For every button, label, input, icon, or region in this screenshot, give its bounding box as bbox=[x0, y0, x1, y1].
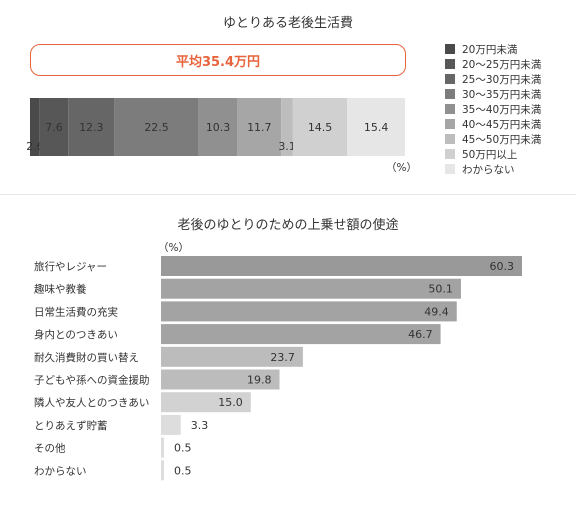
bar-value-label: 60.3 bbox=[490, 260, 515, 273]
legend-label: 35～40万円未満 bbox=[462, 104, 542, 116]
bar-value-label: 50.1 bbox=[428, 283, 453, 296]
stack-segment bbox=[30, 98, 40, 156]
stack-segment-value: 3.1 bbox=[278, 140, 296, 153]
legend-label: 20～25万円未満 bbox=[462, 59, 542, 71]
bar-value-label: 3.3 bbox=[191, 419, 209, 432]
bar bbox=[161, 437, 164, 458]
bar-value-label: 0.5 bbox=[174, 442, 192, 455]
legend-label: 40～45万円未満 bbox=[462, 119, 542, 131]
legend-label: わからない bbox=[462, 164, 515, 176]
average-label: 平均35.4万円 bbox=[30, 44, 406, 76]
bar-value-label: 0.5 bbox=[174, 464, 192, 477]
legend-swatch bbox=[445, 44, 455, 54]
bar-value-label: 23.7 bbox=[270, 351, 295, 364]
legend-label: 25～30万円未満 bbox=[462, 74, 542, 86]
stack-segment bbox=[292, 98, 348, 156]
category-label: 身内とのつきあい bbox=[34, 328, 118, 341]
stack-segment bbox=[198, 98, 238, 156]
bar bbox=[161, 392, 251, 413]
bar-value-label: 15.0 bbox=[218, 396, 243, 409]
section-divider bbox=[0, 194, 576, 195]
stack-segment-value: 22.5 bbox=[144, 121, 169, 134]
stack-segment-value: 10.3 bbox=[206, 121, 231, 134]
chart2-unit-label: （%） bbox=[158, 242, 189, 254]
bar bbox=[161, 278, 461, 299]
stack-segment bbox=[237, 98, 282, 156]
legend-swatch bbox=[445, 74, 455, 84]
bar bbox=[161, 414, 181, 435]
legend-swatch bbox=[445, 104, 455, 114]
chart2-title: 老後のゆとりのための上乗せ額の使途 bbox=[177, 218, 399, 233]
category-label: わからない bbox=[34, 465, 87, 477]
category-label: 日常生活費の充実 bbox=[34, 305, 118, 318]
category-label: その他 bbox=[34, 442, 66, 455]
legend-label: 45～50万円未満 bbox=[462, 134, 542, 146]
bar bbox=[161, 301, 457, 322]
bar-value-label: 49.4 bbox=[424, 305, 449, 318]
stack-segment bbox=[347, 98, 405, 156]
category-label: 隣人や友人とのつきあい bbox=[34, 396, 149, 409]
bar bbox=[161, 460, 164, 481]
legend-label: 50万円以上 bbox=[462, 149, 518, 161]
stack-segment-value: 2.6 bbox=[26, 140, 44, 153]
category-label: 子どもや孫への資金援助 bbox=[34, 374, 150, 387]
legend-swatch bbox=[445, 164, 455, 174]
stack-segment bbox=[68, 98, 115, 156]
category-label: 旅行やレジャー bbox=[34, 260, 107, 273]
legend-label: 20万円未満 bbox=[462, 44, 518, 56]
category-label: 趣味や教養 bbox=[34, 283, 87, 296]
stack-segment bbox=[281, 98, 293, 156]
stack-segment-value: 11.7 bbox=[247, 121, 272, 134]
stack-segment bbox=[114, 98, 199, 156]
chart1-title: ゆとりある老後生活費 bbox=[222, 16, 353, 31]
legend-swatch bbox=[445, 149, 455, 159]
legend-swatch bbox=[445, 134, 455, 144]
stack-segment-value: 14.5 bbox=[308, 121, 333, 134]
bar bbox=[161, 256, 522, 276]
legend-swatch bbox=[445, 59, 455, 69]
stacked-bar-chart: 2.67.6 12.3 22.5 10.3 11.7 3.1 14.5 15.4 bbox=[26, 98, 405, 156]
legend-label: 30～35万円未満 bbox=[462, 89, 542, 101]
bar bbox=[161, 369, 280, 390]
stack-segment-value: 12.3 bbox=[79, 121, 104, 134]
bar bbox=[161, 346, 303, 367]
category-label: 耐久消費財の買い替え bbox=[34, 351, 139, 364]
bar-value-label: 19.8 bbox=[247, 374, 272, 387]
stack-segment-value: 7.6 bbox=[45, 121, 63, 134]
stack-segment bbox=[39, 98, 69, 156]
legend-swatch bbox=[445, 89, 455, 99]
chart1-unit-label: （%） bbox=[386, 162, 417, 174]
category-label: とりあえず貯蓄 bbox=[34, 420, 108, 432]
stack-segment-value: 15.4 bbox=[364, 121, 389, 134]
bar-value-label: 46.7 bbox=[408, 328, 433, 341]
bar bbox=[161, 324, 441, 345]
legend-swatch bbox=[445, 119, 455, 129]
